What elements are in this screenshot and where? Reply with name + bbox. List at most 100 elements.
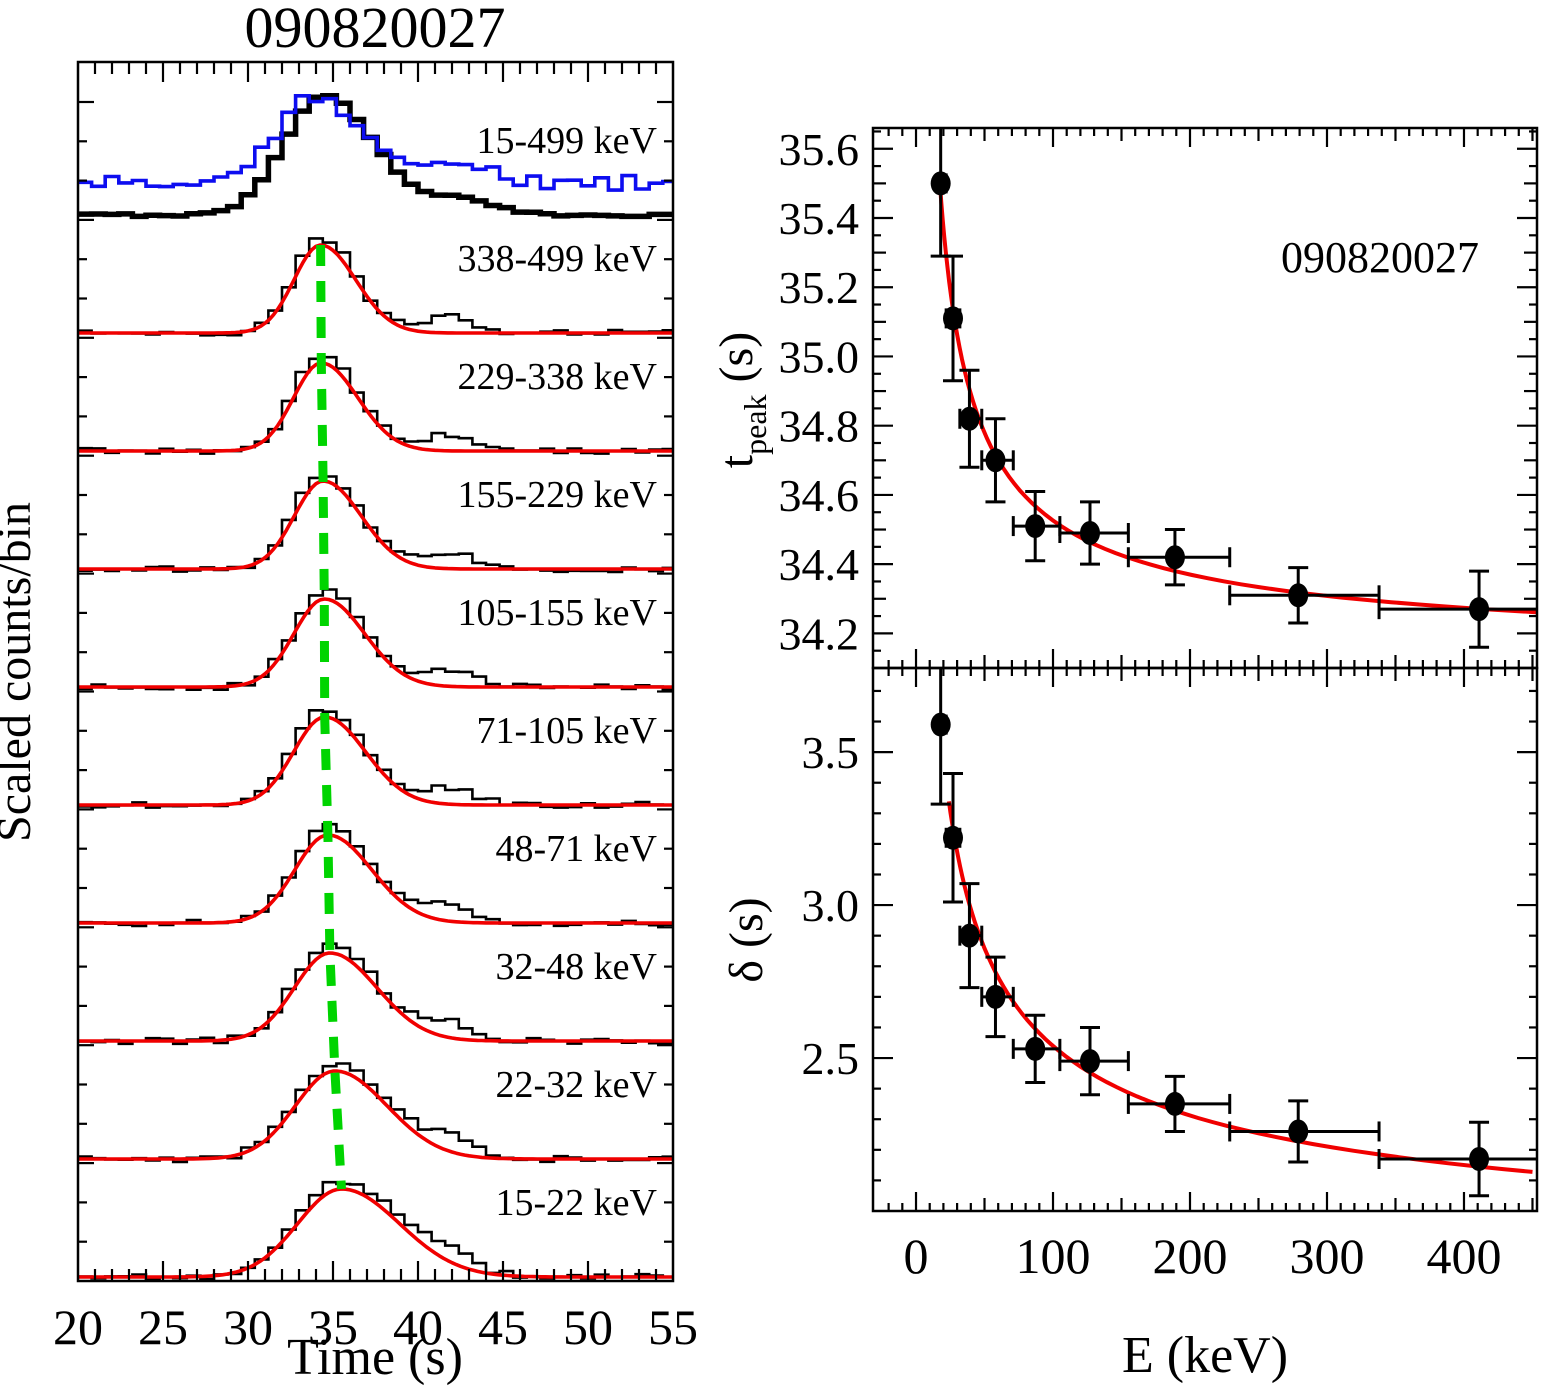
pulse-fit-curve — [79, 951, 672, 1043]
tpeak-y-axis-label: tpeak (s) — [710, 332, 773, 468]
y-tick-label: 35.2 — [779, 262, 860, 313]
point-marker — [959, 923, 980, 948]
tpeak-label-rest: (s) — [710, 332, 763, 395]
left-panel-title: 090820027 — [245, 0, 506, 60]
y-tick-label: 2.5 — [802, 1033, 860, 1084]
data-point — [980, 955, 1015, 1039]
band-histogram — [79, 475, 672, 574]
left-x-axis-label: Time (s) — [287, 1329, 463, 1386]
left-panel-border — [76, 60, 675, 1283]
pulse-fit-curve — [79, 715, 672, 807]
y-tick-label: 34.2 — [779, 608, 860, 659]
data-point — [1228, 566, 1381, 625]
tpeak-label-main: t — [710, 454, 763, 468]
power-law-fit-curve — [938, 184, 1536, 615]
data-point — [1377, 1120, 1536, 1198]
x-tick-label: 0 — [904, 1228, 929, 1284]
point-marker — [1288, 583, 1309, 608]
y-tick-label: 3.0 — [802, 880, 860, 931]
x-tick-label: 300 — [1289, 1228, 1364, 1284]
scatter-data — [930, 129, 1536, 649]
data-point — [980, 417, 1015, 504]
data-point — [1011, 1013, 1062, 1085]
right-x-axis-label: E (keV) — [1122, 1327, 1288, 1384]
data-point — [930, 129, 951, 258]
y-tick-label: 34.4 — [779, 539, 860, 590]
data-point — [1126, 1074, 1232, 1133]
band-label: 32-48 keV — [496, 946, 658, 988]
left-axis-ticks — [78, 62, 673, 1281]
power-law-fit-curve — [946, 801, 1533, 1174]
band-label: 338-499 keV — [458, 238, 658, 280]
tpeak-label-sub: peak — [737, 394, 773, 454]
band-label: 155-229 keV — [458, 474, 658, 516]
pulse-fit-curve — [79, 1069, 672, 1161]
x-tick-label: 100 — [1016, 1228, 1091, 1284]
point-marker — [1025, 514, 1046, 539]
band-label: 48-71 keV — [496, 828, 658, 870]
point-marker — [1079, 521, 1100, 545]
data-point — [943, 772, 964, 904]
band-label: 15-499 keV — [477, 120, 658, 162]
left-y-axis-label: Scaled counts/bin — [0, 502, 41, 842]
x-tick-label: 200 — [1152, 1228, 1227, 1284]
tpeak-panel: 34.2 34.4 34.6 34.8 35.0 35.2 35.4 35.6 — [779, 124, 1539, 670]
point-marker — [1469, 597, 1490, 622]
band-label: 105-155 keV — [458, 592, 658, 634]
point-marker — [985, 984, 1006, 1009]
x-tick-label: 55 — [648, 1299, 698, 1355]
data-point — [1126, 528, 1232, 587]
light-curves — [79, 93, 672, 1280]
point-marker — [1079, 1049, 1100, 1074]
pulse-fit-curve — [79, 243, 672, 335]
point-marker — [1164, 1091, 1185, 1116]
axis-ticks — [873, 128, 1537, 668]
data-point — [1058, 500, 1130, 566]
point-marker — [930, 171, 951, 196]
pulse-fit-curve — [79, 361, 672, 453]
band-label: 15-22 keV — [496, 1182, 658, 1224]
point-marker — [943, 306, 964, 331]
delta-y-axis-label: δ (s) — [720, 897, 773, 982]
pulse-fit-curve — [79, 479, 672, 571]
point-marker — [1288, 1119, 1309, 1144]
data-point — [1228, 1099, 1381, 1164]
y-tick-label: 34.6 — [779, 470, 860, 521]
data-point — [958, 882, 984, 990]
band-histogram — [79, 942, 672, 1046]
point-marker — [985, 448, 1006, 473]
data-point — [1011, 489, 1062, 563]
point-marker — [1025, 1036, 1046, 1061]
y-tick-label: 35.6 — [779, 124, 860, 175]
band-label: 22-32 keV — [496, 1064, 658, 1106]
pulse-fit-curve — [79, 1187, 672, 1279]
x-tick-label: 20 — [53, 1299, 103, 1355]
y-tick-label: 35.0 — [779, 331, 860, 382]
wideband-overlay-histogram — [79, 94, 672, 192]
band-label: 71-105 keV — [477, 710, 658, 752]
point-marker — [943, 825, 964, 850]
x-tick-label: 35 — [308, 1299, 358, 1355]
point-marker — [1164, 545, 1185, 570]
x-tick-label: 40 — [393, 1299, 443, 1355]
data-point — [958, 368, 984, 469]
y-tick-label: 3.5 — [802, 727, 860, 778]
x-tick-label: 45 — [478, 1299, 528, 1355]
panel-border — [871, 666, 1539, 1213]
light-curve-panel: 15-499 keV 338-499 keV 229-338 keV 155-229 … — [53, 60, 698, 1355]
tpeak-annotation: 090820027 — [1281, 233, 1479, 282]
axis-ticks — [873, 668, 1537, 1211]
x-tick-label: 25 — [138, 1299, 188, 1355]
scatter-data — [930, 669, 1536, 1198]
y-tick-label: 35.4 — [779, 193, 860, 244]
peak-track-dashed-line — [316, 244, 346, 1190]
point-marker — [930, 712, 951, 737]
x-tick-label: 400 — [1426, 1228, 1501, 1284]
point-marker — [1469, 1146, 1490, 1171]
x-tick-label: 30 — [223, 1299, 273, 1355]
pulse-fit-curve — [79, 833, 672, 925]
pulse-fit-curve — [79, 597, 672, 689]
data-point — [930, 669, 951, 806]
data-point — [943, 254, 964, 383]
